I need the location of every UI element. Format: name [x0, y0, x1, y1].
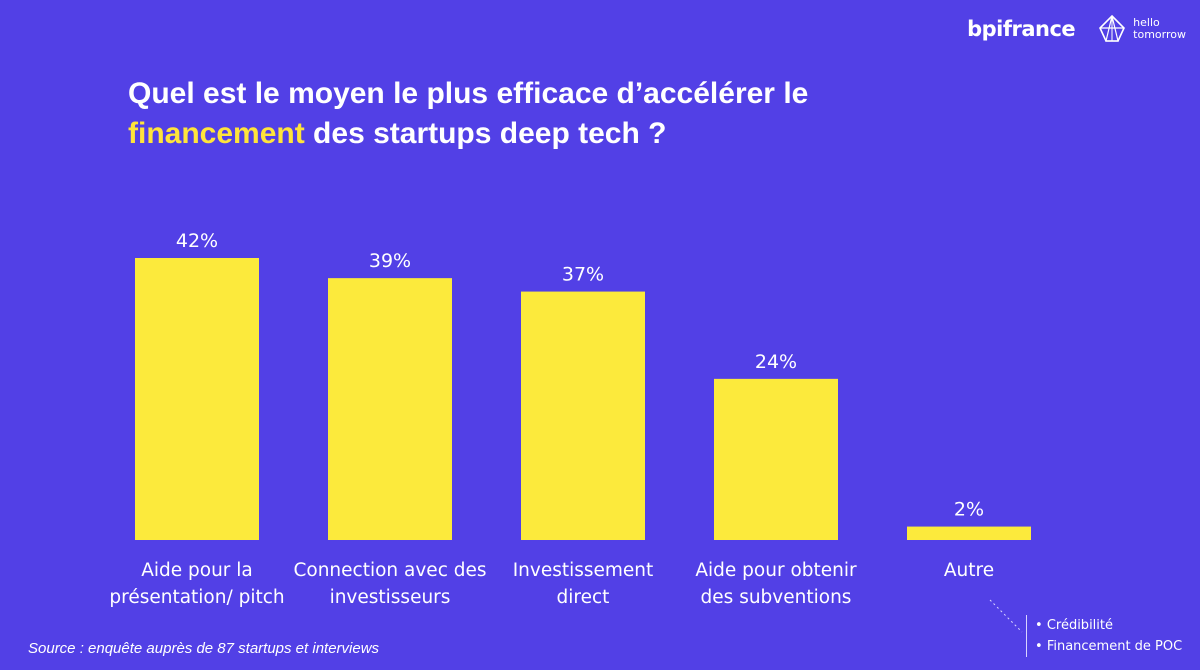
chart-title: Quel est le moyen le plus efficace d’acc…	[128, 74, 808, 154]
bpifrance-logo: bpifrance	[967, 17, 1076, 41]
category-label-1-line-2: présentation/ pitch	[109, 587, 284, 608]
autre-note: Crédibilité Financement de POC	[1026, 615, 1182, 657]
category-label-2-line-1: Connection avec des	[293, 560, 486, 581]
title-highlight: financement	[128, 117, 305, 150]
category-label-1-line-1: Aide pour la	[141, 560, 253, 581]
source-note: Source : enquête auprès de 87 startups e…	[28, 640, 380, 657]
title-line-2: des startups deep tech ?	[304, 117, 667, 150]
autre-note-connector	[989, 599, 1023, 633]
value-label-4: 24%	[755, 351, 797, 373]
value-label-3: 37%	[562, 264, 604, 286]
hello-tomorrow-icon	[1099, 14, 1126, 42]
note-item-credibilite: Crédibilité	[1035, 615, 1182, 636]
value-label-2: 39%	[369, 250, 411, 272]
title-line-1: Quel est le moyen le plus efficace d’acc…	[128, 77, 809, 110]
hello-tomorrow-wordmark: hello tomorrow	[1133, 17, 1186, 41]
hello-word: hello	[1133, 16, 1160, 29]
bar-1	[135, 258, 259, 540]
category-label-4-line-2: des subventions	[701, 587, 852, 608]
bar-3	[521, 291, 645, 540]
value-label-1: 42%	[176, 230, 218, 252]
category-label-3-line-2: direct	[557, 587, 610, 608]
value-label-5: 2%	[954, 499, 984, 521]
bar-5	[907, 526, 1031, 540]
category-label-4-line-1: Aide pour obtenir	[695, 560, 857, 581]
hello-tomorrow-logo: hello tomorrow	[1097, 14, 1186, 44]
logo-area: bpifrance hello tomorrow	[967, 14, 1186, 44]
note-item-poc: Financement de POC	[1035, 636, 1182, 657]
tomorrow-word: tomorrow	[1133, 28, 1186, 41]
category-label-5-line-1: Autre	[944, 560, 994, 581]
bar-4	[714, 378, 838, 540]
category-label-3-line-1: Investissement	[513, 560, 654, 581]
category-label-2-line-2: investisseurs	[330, 587, 451, 608]
bar-2	[328, 278, 452, 540]
